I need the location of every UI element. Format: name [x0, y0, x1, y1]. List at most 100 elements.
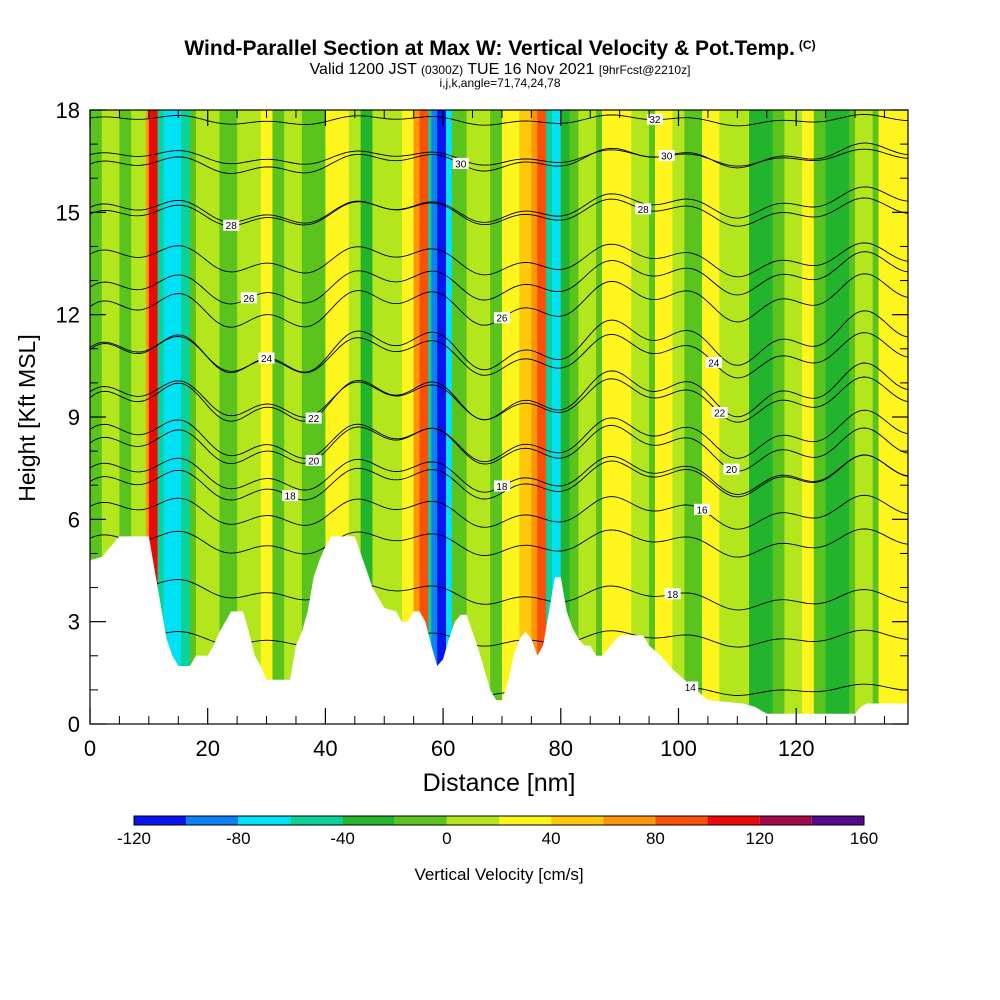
chart-title: Wind-Parallel Section at Max W: Vertical… [0, 37, 1000, 61]
colorbar-bin-0 [134, 816, 187, 825]
isentrope-10 [90, 376, 908, 423]
svg-text:32: 32 [649, 115, 661, 126]
x-tick-label: 40 [313, 736, 337, 761]
svg-text:28: 28 [226, 221, 238, 232]
velocity-field [90, 110, 908, 724]
svg-text:22: 22 [308, 414, 320, 425]
velocity-band-27 [537, 110, 547, 724]
x-axis-label: Distance [nm] [423, 769, 576, 797]
isentrope-label-0: 14 [682, 681, 699, 694]
isentrope-label-20: 32 [646, 113, 663, 126]
isentrope-9 [90, 362, 908, 422]
velocity-band-7 [181, 110, 191, 724]
chart-params: i,j,k,angle=71,74,24,78 [439, 76, 561, 90]
isentrope-label-10: 22 [711, 406, 728, 419]
isentrope-label-2: 18 [664, 588, 681, 601]
isentrope-label-5: 18 [282, 490, 299, 503]
velocity-band-5 [157, 110, 164, 724]
velocity-band-6 [163, 110, 182, 724]
terrain-mask [90, 536, 908, 724]
svg-text:18: 18 [667, 590, 679, 601]
colorbar: -120 -80 -40 0 40 80 120 160 [117, 815, 878, 848]
svg-text:22: 22 [714, 408, 726, 419]
velocity-band-33 [631, 110, 650, 724]
colorbar-bin-12 [759, 816, 812, 825]
colorbar-bin-13 [811, 816, 864, 825]
x-tick-label: 20 [195, 736, 219, 761]
isentrope-7 [90, 409, 908, 465]
velocity-band-13 [348, 110, 361, 724]
velocity-band-28 [546, 110, 552, 724]
velocity-band-36 [702, 110, 720, 724]
x-tick-label: 100 [660, 736, 697, 761]
isentrope-labels: 14 18 16 18 18 20 20 22 22 24 24 26 26 28 28 30 30 32 [223, 113, 740, 694]
y-tick-label: 3 [68, 610, 80, 635]
colorbar-bin-8 [551, 816, 604, 825]
velocity-band-35 [672, 110, 685, 724]
colorbar-bin-10 [655, 816, 708, 825]
velocity-band-30 [560, 110, 570, 724]
colorbar-tick-label: 40 [542, 829, 561, 848]
svg-text:26: 26 [496, 314, 508, 325]
isentrope-20 [90, 114, 908, 127]
y-tick-label: 12 [56, 303, 80, 328]
svg-text:20: 20 [308, 456, 320, 467]
isentrope-label-16: 28 [223, 219, 240, 232]
copyright-mark: (C) [798, 38, 816, 52]
velocity-band-41 [825, 110, 850, 724]
x-tick-label: 80 [549, 736, 573, 761]
isentrope-label-18: 30 [452, 157, 469, 170]
svg-text:24: 24 [261, 354, 273, 365]
subtitle-valid-time: Valid 1200 JST [309, 61, 417, 78]
isentrope-label-13: 26 [493, 312, 510, 325]
isentrope-label-11: 24 [258, 352, 275, 365]
terrain-profile [90, 536, 908, 724]
svg-text:16: 16 [696, 505, 708, 516]
isentrope-label-14: 26 [240, 292, 257, 305]
isentrope-18 [90, 142, 908, 174]
isentrope-label-6: 18 [493, 480, 510, 493]
svg-text:14: 14 [685, 683, 697, 694]
svg-text:28: 28 [638, 205, 650, 216]
isentrope-label-19: 30 [658, 150, 675, 163]
colorbar-tick-label: 160 [850, 829, 878, 848]
colorbar-bin-5 [394, 816, 447, 825]
velocity-band-22 [446, 110, 452, 724]
svg-text:30: 30 [455, 159, 467, 170]
isentrope-12 [90, 332, 908, 379]
velocity-band-8 [195, 110, 220, 724]
velocity-band-9 [237, 110, 261, 724]
svg-text:20: 20 [726, 465, 738, 476]
velocity-band-29 [551, 110, 561, 724]
colorbar-bin-3 [290, 816, 343, 825]
svg-text:18: 18 [496, 482, 508, 493]
y-tick-label: 9 [68, 405, 80, 430]
colorbar-bin-7 [499, 816, 552, 825]
velocity-band-23 [466, 110, 491, 724]
velocity-band-10 [260, 110, 273, 724]
subtitle-utc-time: (0300Z) [421, 63, 464, 77]
x-tick-label: 120 [778, 736, 815, 761]
velocity-band-24 [501, 110, 520, 724]
isentrope-15 [90, 242, 908, 278]
colorbar-tick-label: -40 [330, 829, 355, 848]
velocity-band-32 [601, 110, 632, 724]
colorbar-bin-2 [238, 816, 291, 825]
svg-text:30: 30 [661, 152, 673, 163]
y-axis-label: Height [Kft MSL] [14, 334, 40, 501]
x-tick-label: 60 [431, 736, 455, 761]
velocity-band-18 [419, 110, 429, 724]
isentrope-label-12: 24 [705, 356, 722, 369]
colorbar-label: Vertical Velocity [cm/s] [414, 865, 583, 884]
y-tick-label: 15 [56, 200, 80, 225]
velocity-band-34 [654, 110, 673, 724]
isentrope-3 [90, 528, 908, 558]
isentrope-label-7: 20 [305, 454, 322, 467]
isentrope-label-4: 16 [694, 503, 711, 516]
svg-text:18: 18 [285, 492, 297, 503]
isentrope-19 [90, 148, 908, 167]
isentrope-4 [90, 494, 908, 530]
y-tick-label: 18 [56, 98, 80, 123]
isentrope-8 [90, 419, 908, 472]
